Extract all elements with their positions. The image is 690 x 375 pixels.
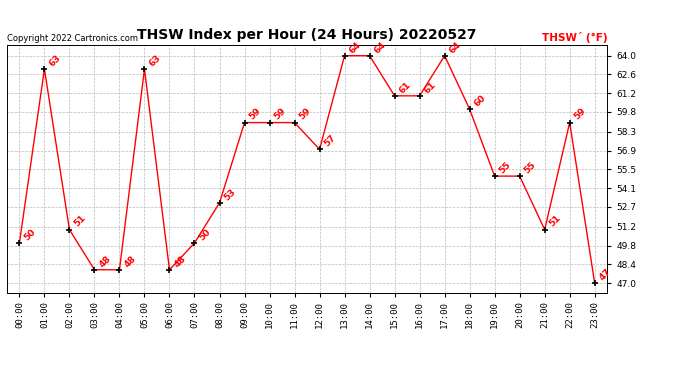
Text: 59: 59 bbox=[297, 106, 313, 122]
Text: Copyright 2022 Cartronics.com: Copyright 2022 Cartronics.com bbox=[7, 33, 138, 42]
Text: 63: 63 bbox=[147, 53, 162, 68]
Text: 64: 64 bbox=[373, 40, 388, 55]
Text: 50: 50 bbox=[197, 227, 213, 242]
Text: 48: 48 bbox=[122, 254, 137, 269]
Text: 50: 50 bbox=[22, 227, 37, 242]
Title: THSW Index per Hour (24 Hours) 20220527: THSW Index per Hour (24 Hours) 20220527 bbox=[137, 28, 477, 42]
Text: 59: 59 bbox=[573, 106, 588, 122]
Text: 60: 60 bbox=[473, 93, 488, 108]
Text: 63: 63 bbox=[47, 53, 62, 68]
Text: 55: 55 bbox=[497, 160, 513, 176]
Text: 61: 61 bbox=[397, 80, 413, 95]
Text: 51: 51 bbox=[547, 214, 562, 229]
Text: 64: 64 bbox=[447, 40, 463, 55]
Text: THSW´ (°F): THSW´ (°F) bbox=[542, 32, 607, 42]
Text: 64: 64 bbox=[347, 40, 363, 55]
Text: 61: 61 bbox=[422, 80, 437, 95]
Text: 51: 51 bbox=[72, 214, 88, 229]
Text: 48: 48 bbox=[97, 254, 112, 269]
Text: 48: 48 bbox=[172, 254, 188, 269]
Text: 59: 59 bbox=[247, 106, 263, 122]
Text: 55: 55 bbox=[522, 160, 538, 176]
Text: 57: 57 bbox=[322, 133, 337, 148]
Text: 53: 53 bbox=[222, 187, 237, 202]
Text: 59: 59 bbox=[273, 106, 288, 122]
Text: 47: 47 bbox=[598, 267, 613, 282]
